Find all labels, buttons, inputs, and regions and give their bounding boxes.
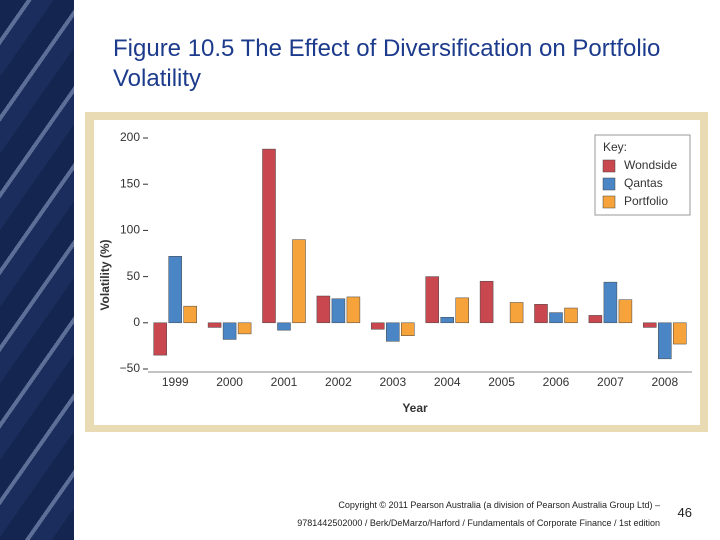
legend-label: Portfolio: [624, 194, 668, 208]
bar: [603, 281, 618, 324]
x-tick-label: 2001: [271, 375, 298, 389]
page-number: 46: [677, 505, 692, 520]
x-tick-label: 2006: [543, 375, 570, 389]
slide-title: Figure 10.5 The Effect of Diversificatio…: [113, 35, 661, 92]
x-tick-label: 2007: [597, 375, 624, 389]
bar: [509, 302, 524, 324]
x-tick-label: 2008: [651, 375, 678, 389]
bar: [455, 297, 469, 324]
bar: [331, 298, 346, 324]
bar: [386, 322, 400, 342]
bar: [222, 322, 237, 340]
bar: [237, 322, 252, 335]
bar: [292, 239, 306, 324]
bar: [564, 307, 578, 324]
x-tick-label: 2004: [434, 375, 461, 389]
x-axis-label: Year: [402, 401, 428, 415]
bar: [618, 299, 633, 324]
copyright-1: Copyright © 2011 Pearson Australia (a di…: [338, 500, 660, 510]
bar: [183, 305, 197, 324]
y-tick-label: 50: [127, 269, 141, 283]
bar: [371, 322, 385, 330]
bar: [479, 280, 494, 324]
y-axis-label: Volatility (%): [98, 239, 112, 310]
bar: [262, 148, 276, 324]
bar: [153, 322, 167, 356]
legend-swatch: [602, 195, 616, 209]
y-tick-label: −50: [120, 361, 141, 375]
bar: [316, 295, 331, 324]
bar: [168, 256, 182, 324]
bar: [207, 322, 222, 328]
bar: [588, 315, 603, 324]
bar: [425, 276, 439, 324]
x-tick-label: 2003: [379, 375, 406, 389]
bar: [277, 322, 291, 331]
legend-label: Wondside: [624, 158, 677, 172]
x-tick-label: 2000: [216, 375, 243, 389]
bar: [401, 322, 415, 336]
legend-swatch: [602, 159, 616, 173]
decoration: [0, 0, 74, 540]
bar: [673, 322, 687, 345]
y-tick-label: 100: [120, 223, 140, 237]
bar: [346, 296, 361, 324]
bar: [549, 312, 563, 324]
legend-title: Key:: [603, 140, 627, 154]
legend-swatch: [602, 177, 616, 191]
legend-label: Qantas: [624, 176, 663, 190]
x-tick-label: 2005: [488, 375, 515, 389]
x-tick-label: 1999: [162, 375, 189, 389]
copyright-2: 9781442502000 / Berk/DeMarzo/Harford / F…: [297, 518, 660, 528]
y-tick-label: 200: [120, 130, 140, 144]
y-tick-label: 0: [133, 315, 140, 329]
bar: [534, 304, 548, 324]
bar: [643, 322, 657, 328]
bar: [658, 322, 672, 360]
y-tick-label: 150: [120, 176, 140, 190]
x-tick-label: 2002: [325, 375, 352, 389]
bar: [440, 317, 454, 324]
